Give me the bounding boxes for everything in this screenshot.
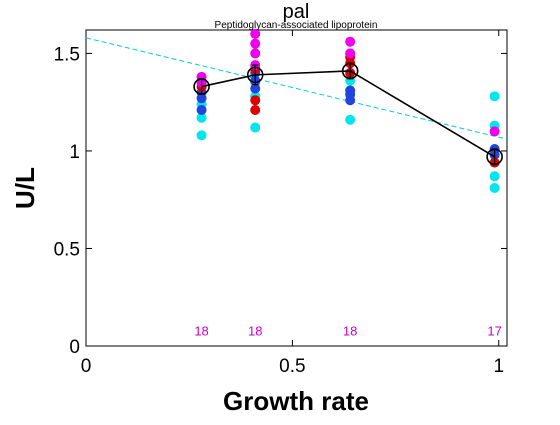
sample-count-label: 18 — [343, 323, 357, 338]
replicate-point — [250, 48, 261, 59]
sample-count-label: 17 — [487, 323, 501, 338]
replicate-point — [250, 38, 261, 49]
replicate-point — [250, 104, 261, 115]
y-axis-ticks: 0 0.5 1 1.5 — [54, 44, 507, 358]
y-axis-label: U/L — [10, 167, 40, 209]
y-tick-label: 0.5 — [54, 239, 80, 260]
sample-count-label: 18 — [194, 323, 208, 338]
replicate-point — [489, 91, 500, 102]
replicate-point — [345, 48, 356, 59]
x-axis-label: Growth rate — [223, 386, 369, 416]
x-tick-label: 0.5 — [279, 356, 305, 377]
mean-line — [201, 70, 496, 158]
replicate-point — [250, 95, 261, 106]
replicate-point — [345, 85, 356, 96]
chart-title: pal — [283, 1, 310, 23]
y-tick-label: 1.5 — [54, 44, 80, 65]
x-tick-label: 0 — [81, 356, 92, 377]
replicate-point — [489, 171, 500, 182]
replicate-point — [196, 130, 207, 141]
mean-marker — [341, 62, 359, 80]
sample-counts: 18 18 18 17 — [194, 323, 502, 338]
replicate-point — [196, 104, 207, 115]
y-tick-label: 1 — [69, 142, 80, 163]
chart-subtitle: Peptidoglycan-associated lipoprotein — [215, 20, 378, 31]
mean-marker — [486, 148, 503, 166]
replicate-point — [489, 126, 500, 137]
x-tick-label: 1 — [493, 356, 504, 377]
mean-series — [193, 62, 503, 166]
replicate-point — [250, 122, 261, 133]
y-tick-label: 0 — [69, 337, 80, 358]
mean-marker — [246, 66, 264, 84]
replicate-point — [250, 28, 261, 39]
replicate-point — [250, 83, 261, 94]
x-axis-ticks: 0 0.5 1 — [81, 30, 504, 377]
replicate-point — [196, 112, 207, 123]
sample-count-label: 18 — [248, 323, 262, 338]
mean-marker — [193, 78, 210, 95]
replicate-point — [345, 114, 356, 125]
replicate-point — [345, 36, 356, 47]
plot-area — [85, 29, 508, 347]
replicate-point — [489, 183, 500, 193]
